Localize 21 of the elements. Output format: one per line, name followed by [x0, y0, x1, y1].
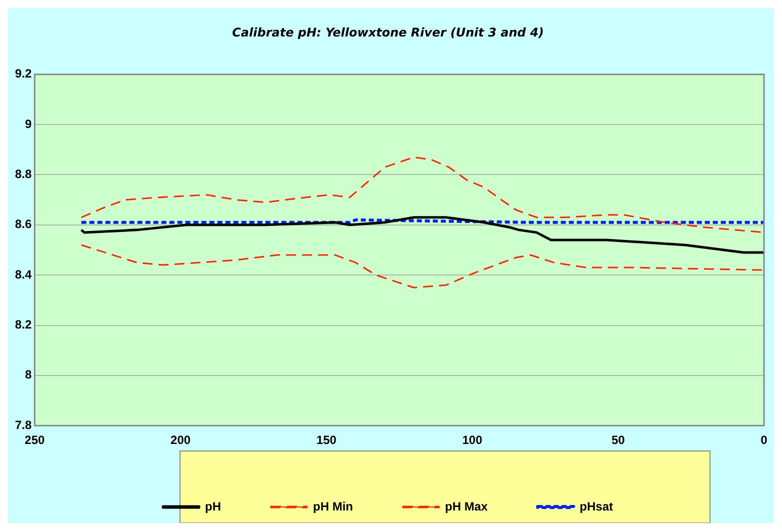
y-tick-label: 8.6 — [14, 217, 32, 232]
y-tick-label: 7.8 — [14, 418, 32, 432]
y-tick-label: 8 — [24, 368, 32, 382]
legend-label: pHsat — [580, 499, 614, 514]
legend-label: pH — [205, 499, 221, 514]
y-tick-label: 8.2 — [14, 318, 32, 332]
x-tick-label: 200 — [170, 433, 191, 448]
line-series — [80, 156, 764, 234]
x-tick-label: 150 — [316, 433, 337, 448]
y-tick-label: 8.8 — [14, 167, 32, 182]
y-tick-label: 9 — [24, 116, 32, 131]
y-tick-label: 9.2 — [14, 66, 32, 81]
legend-label: pH Min — [312, 499, 353, 514]
line-series — [80, 244, 764, 288]
x-tick-label: 50 — [611, 433, 626, 448]
x-tick-label: 250 — [24, 433, 46, 448]
chart-title: Calibrate pH: Yellowxtone River (Unit 3 and 4) — [232, 25, 544, 40]
y-tick-label: 8.4 — [14, 267, 32, 282]
x-tick-label: 100 — [462, 433, 483, 448]
x-tick-label: 0 — [760, 433, 768, 448]
legend-label: pH Max — [444, 499, 488, 514]
